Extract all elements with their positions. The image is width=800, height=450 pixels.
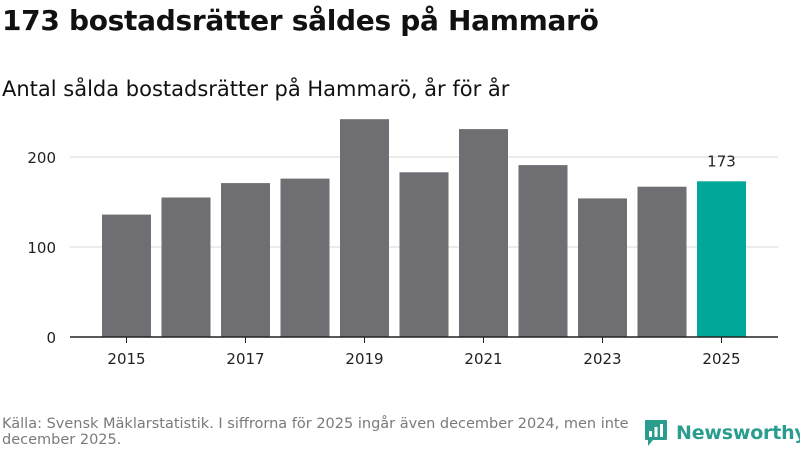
chart-subtitle: Antal sålda bostadsrätter på Hammarö, år…: [2, 77, 510, 101]
x-tick-label-2023: 2023: [583, 350, 621, 368]
bar-2021: [459, 129, 508, 337]
x-tick-label-2017: 2017: [226, 350, 264, 368]
bar-2015: [102, 214, 151, 337]
brand-name: Newsworthy: [676, 422, 800, 444]
bar-2017: [221, 183, 270, 337]
x-tick-label-2019: 2019: [345, 350, 383, 368]
x-tick-label-2015: 2015: [107, 350, 145, 368]
x-tick-label-2025: 2025: [702, 350, 740, 368]
bar-2025: [697, 181, 746, 337]
bar-chart: 0 100 200 2015 2017 2019 2021 2023 2025 173: [27, 119, 778, 368]
brand-logo-link[interactable]: Newsworthy: [644, 419, 800, 447]
x-tick-label-2021: 2021: [464, 350, 502, 368]
bar-2016: [161, 197, 211, 337]
bar-2024: [637, 186, 687, 337]
bar-2022: [518, 165, 568, 337]
bar-2018: [280, 178, 330, 337]
bar-2020: [399, 172, 449, 337]
newsworthy-logo-icon: [645, 420, 667, 446]
chart-title: 173 bostadsrätter såldes på Hammarö: [2, 4, 599, 37]
bar-2023: [578, 198, 627, 337]
y-tick-label-0: 0: [46, 329, 56, 347]
data-label-2025: 173: [707, 152, 736, 170]
bar-2019: [340, 119, 389, 337]
source-note: Källa: Svensk Mäklarstatistik. I siffror…: [2, 416, 629, 448]
y-tick-label-100: 100: [27, 239, 56, 257]
y-tick-label-200: 200: [27, 149, 56, 167]
